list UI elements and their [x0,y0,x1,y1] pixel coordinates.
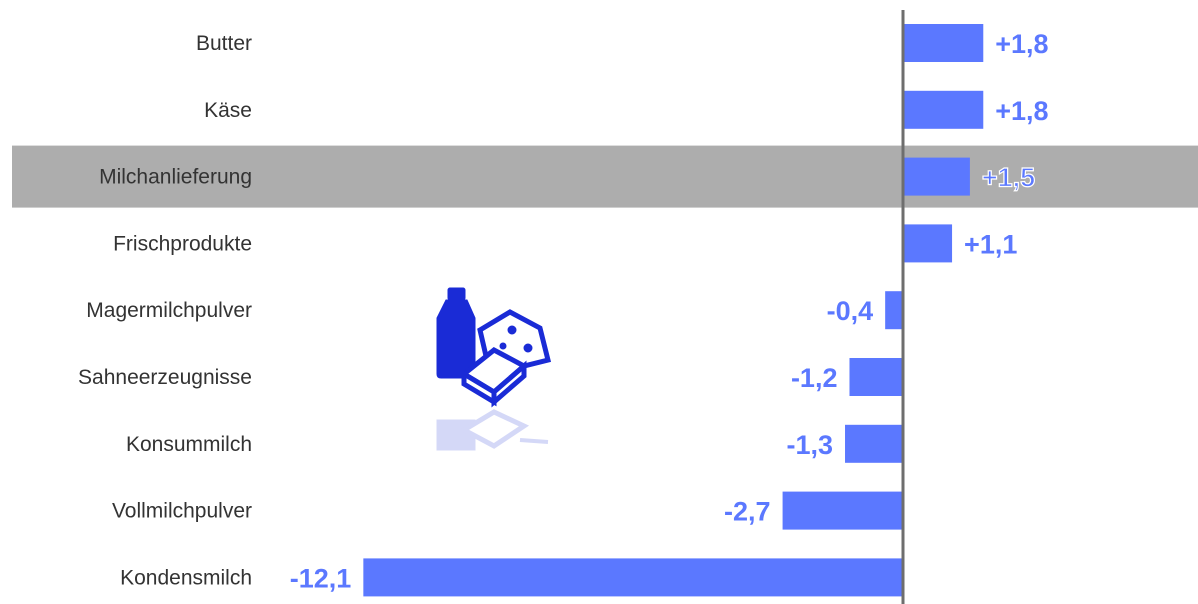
bars-layer [363,24,984,597]
bar-butter [903,24,984,62]
category-label: Kondensmilch [120,566,252,589]
category-label: Sahneerzeugnisse [78,366,252,389]
bar-magermilchpulver [885,291,903,330]
bar-milchanlieferung [903,157,970,196]
category-label: Konsummilch [126,433,252,456]
category-label: Vollmilchpulver [112,500,252,523]
category-label: Milchanlieferung [99,166,252,189]
bar-käse [903,90,984,129]
bar-frischprodukte [903,224,953,263]
value-label: -1,2 [791,363,838,393]
highlight-band [12,145,1198,208]
bar-vollmilchpulver [782,491,903,530]
value-label: +1,8 [995,29,1048,59]
category-label: Magermilchpulver [86,299,252,322]
value-label: +1,8 [995,96,1048,126]
dairy-products-icon [436,287,552,451]
value-label: -1,3 [786,430,833,460]
bar-sahneerzeugnisse [849,358,903,396]
value-label: +1,5 [982,163,1035,193]
labels-layer: Butter +1,8 Käse +1,8 Milchanlieferung +1,5 Fr… [78,29,1049,593]
bar-kondensmilch [363,558,904,597]
category-label: Butter [196,32,252,55]
value-label: -0,4 [827,296,874,326]
highlight-band-layer [12,145,1198,208]
value-label: -12,1 [290,563,352,593]
value-label: -2,7 [724,497,771,527]
category-label: Frischprodukte [113,232,252,255]
bar-konsummilch [845,424,903,463]
value-label: +1,1 [964,229,1017,259]
category-label: Käse [204,99,252,122]
